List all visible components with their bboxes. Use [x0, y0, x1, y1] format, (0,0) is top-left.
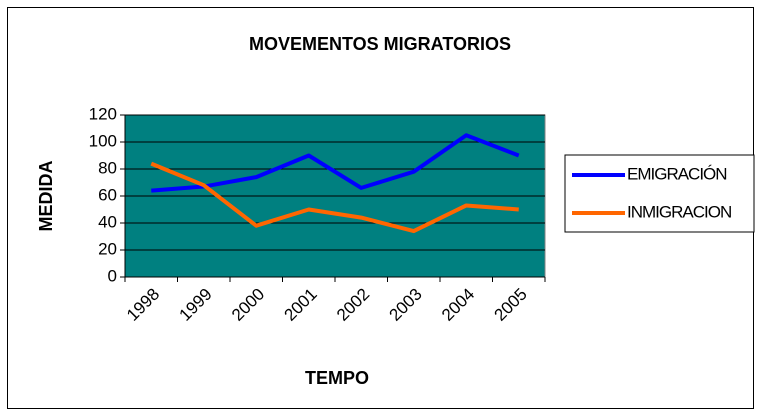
legend-label: EMIGRACIÓN	[627, 164, 727, 183]
y-tick-label: 0	[108, 266, 117, 285]
legend-box	[564, 154, 755, 233]
x-axis-label: TEMPO	[305, 368, 369, 388]
y-tick-label: 80	[98, 158, 117, 177]
chart-title: MOVEMENTOS MIGRATORIOS	[249, 34, 511, 54]
y-axis-label: MEDIDA	[36, 161, 56, 232]
legend-label: INMIGRACION	[627, 202, 731, 221]
data-line	[151, 133, 520, 193]
y-tick-label: 60	[98, 185, 117, 204]
data-line	[150, 161, 519, 234]
y-tick-label: 100	[89, 131, 117, 150]
y-tick-label: 40	[98, 212, 117, 231]
y-tick-label: 20	[98, 239, 117, 258]
y-tick-label: 120	[89, 104, 117, 123]
